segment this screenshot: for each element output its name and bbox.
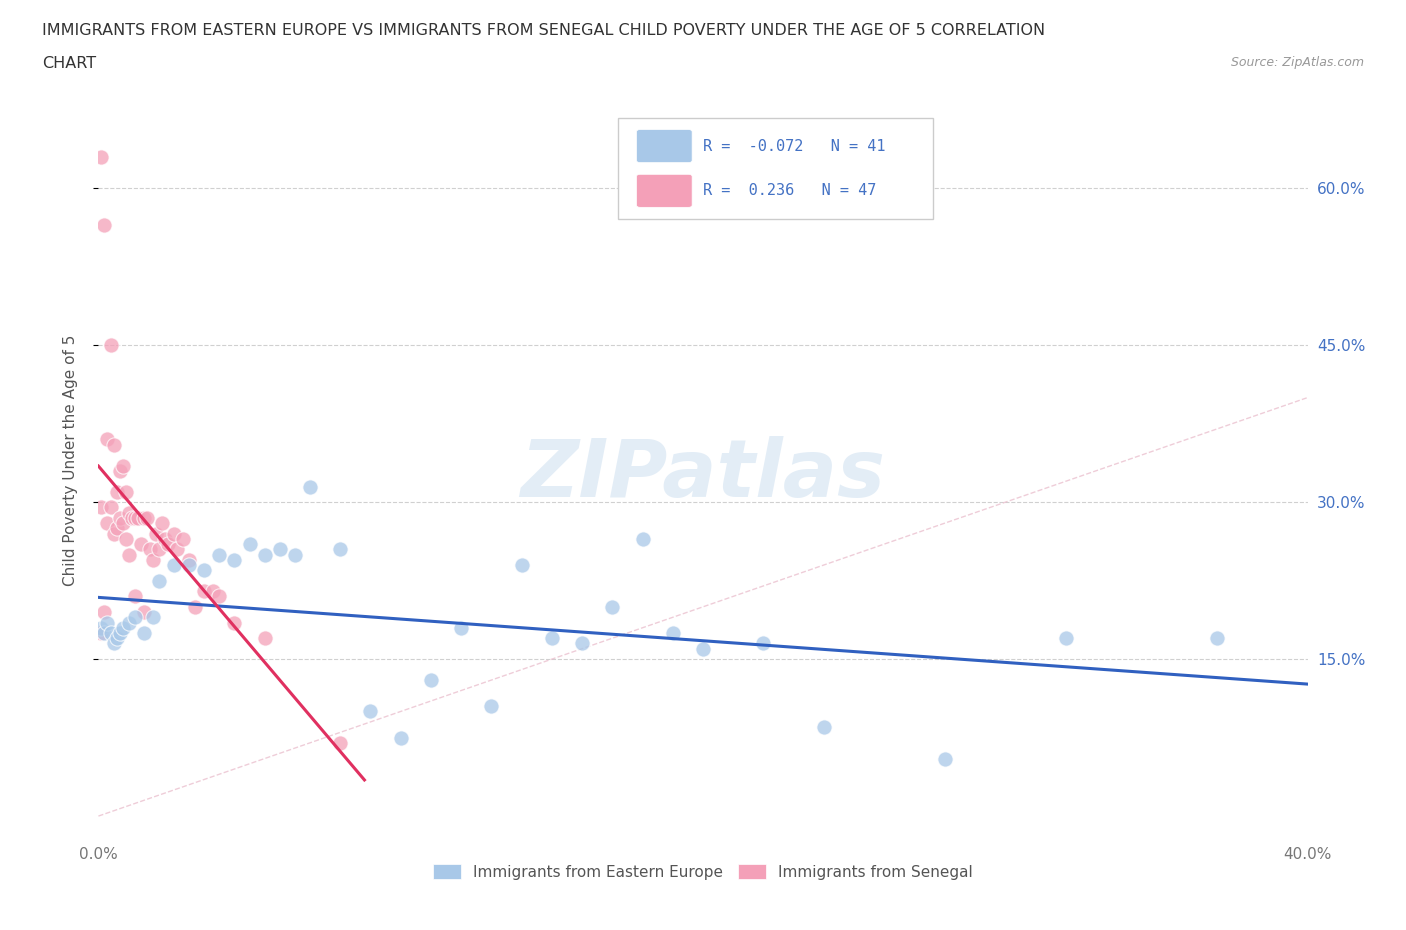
Point — [114, 485, 136, 499]
Point — [329, 736, 352, 751]
Point — [132, 511, 155, 525]
Point — [93, 626, 115, 641]
FancyBboxPatch shape — [619, 117, 932, 219]
Point — [105, 521, 128, 536]
Legend: Immigrants from Eastern Europe, Immigrants from Senegal: Immigrants from Eastern Europe, Immigran… — [427, 858, 979, 886]
Point — [253, 547, 276, 562]
Point — [934, 751, 956, 766]
Point — [139, 542, 162, 557]
Y-axis label: Child Poverty Under the Age of 5: Child Poverty Under the Age of 5 — [63, 335, 77, 586]
Point — [163, 526, 186, 541]
Point — [450, 620, 472, 635]
Point — [661, 626, 683, 641]
Point — [208, 589, 231, 604]
Point — [420, 672, 443, 687]
Point — [156, 537, 179, 551]
Point — [105, 631, 128, 645]
Point — [752, 636, 775, 651]
FancyBboxPatch shape — [637, 174, 692, 207]
Point — [103, 526, 125, 541]
Point — [111, 620, 134, 635]
Text: R =  0.236   N = 47: R = 0.236 N = 47 — [703, 183, 876, 198]
Point — [118, 615, 141, 630]
Point — [540, 631, 562, 645]
Point — [105, 485, 128, 499]
Point — [129, 537, 152, 551]
Point — [100, 338, 122, 352]
Point — [90, 620, 112, 635]
Point — [148, 542, 170, 557]
Point — [193, 563, 215, 578]
Point — [208, 547, 231, 562]
Point — [510, 558, 533, 573]
Point — [163, 558, 186, 573]
Point — [602, 600, 624, 615]
Point — [389, 730, 412, 745]
Point — [121, 511, 143, 525]
Point — [108, 626, 131, 641]
Point — [1054, 631, 1077, 645]
Point — [93, 218, 115, 232]
Point — [93, 604, 115, 619]
Point — [96, 515, 118, 530]
Point — [184, 600, 207, 615]
Point — [100, 626, 122, 641]
Point — [148, 573, 170, 588]
Point — [360, 704, 382, 719]
Point — [100, 500, 122, 515]
Point — [179, 558, 201, 573]
Point — [118, 547, 141, 562]
Text: IMMIGRANTS FROM EASTERN EUROPE VS IMMIGRANTS FROM SENEGAL CHILD POVERTY UNDER TH: IMMIGRANTS FROM EASTERN EUROPE VS IMMIGR… — [42, 23, 1045, 38]
Point — [90, 626, 112, 641]
Point — [96, 432, 118, 447]
Point — [253, 631, 276, 645]
Point — [132, 626, 155, 641]
Point — [166, 542, 188, 557]
Point — [124, 610, 146, 625]
Point — [284, 547, 307, 562]
Point — [96, 615, 118, 630]
Point — [172, 531, 194, 546]
Point — [329, 542, 352, 557]
Point — [193, 584, 215, 599]
Point — [299, 479, 322, 494]
Text: CHART: CHART — [42, 56, 96, 71]
Point — [179, 552, 201, 567]
Point — [224, 552, 246, 567]
Point — [150, 515, 173, 530]
Point — [145, 526, 167, 541]
Point — [142, 610, 165, 625]
Point — [108, 511, 131, 525]
Point — [127, 511, 149, 525]
Point — [239, 537, 262, 551]
Text: ZIPatlas: ZIPatlas — [520, 436, 886, 514]
Point — [103, 636, 125, 651]
Point — [135, 511, 157, 525]
Point — [269, 542, 291, 557]
Point — [118, 505, 141, 520]
Point — [631, 531, 654, 546]
Point — [114, 531, 136, 546]
Point — [111, 515, 134, 530]
Point — [132, 604, 155, 619]
Point — [90, 150, 112, 165]
Text: Source: ZipAtlas.com: Source: ZipAtlas.com — [1230, 56, 1364, 69]
Point — [124, 589, 146, 604]
Point — [224, 615, 246, 630]
Text: R =  -0.072   N = 41: R = -0.072 N = 41 — [703, 139, 886, 153]
Point — [142, 552, 165, 567]
Point — [202, 584, 225, 599]
Point — [813, 720, 835, 735]
Point — [103, 437, 125, 452]
Point — [571, 636, 593, 651]
Point — [692, 642, 714, 657]
Point — [90, 500, 112, 515]
Point — [153, 531, 176, 546]
Point — [1206, 631, 1229, 645]
Point — [111, 458, 134, 473]
Point — [108, 463, 131, 478]
Point — [481, 698, 503, 713]
FancyBboxPatch shape — [637, 129, 692, 163]
Point — [124, 511, 146, 525]
